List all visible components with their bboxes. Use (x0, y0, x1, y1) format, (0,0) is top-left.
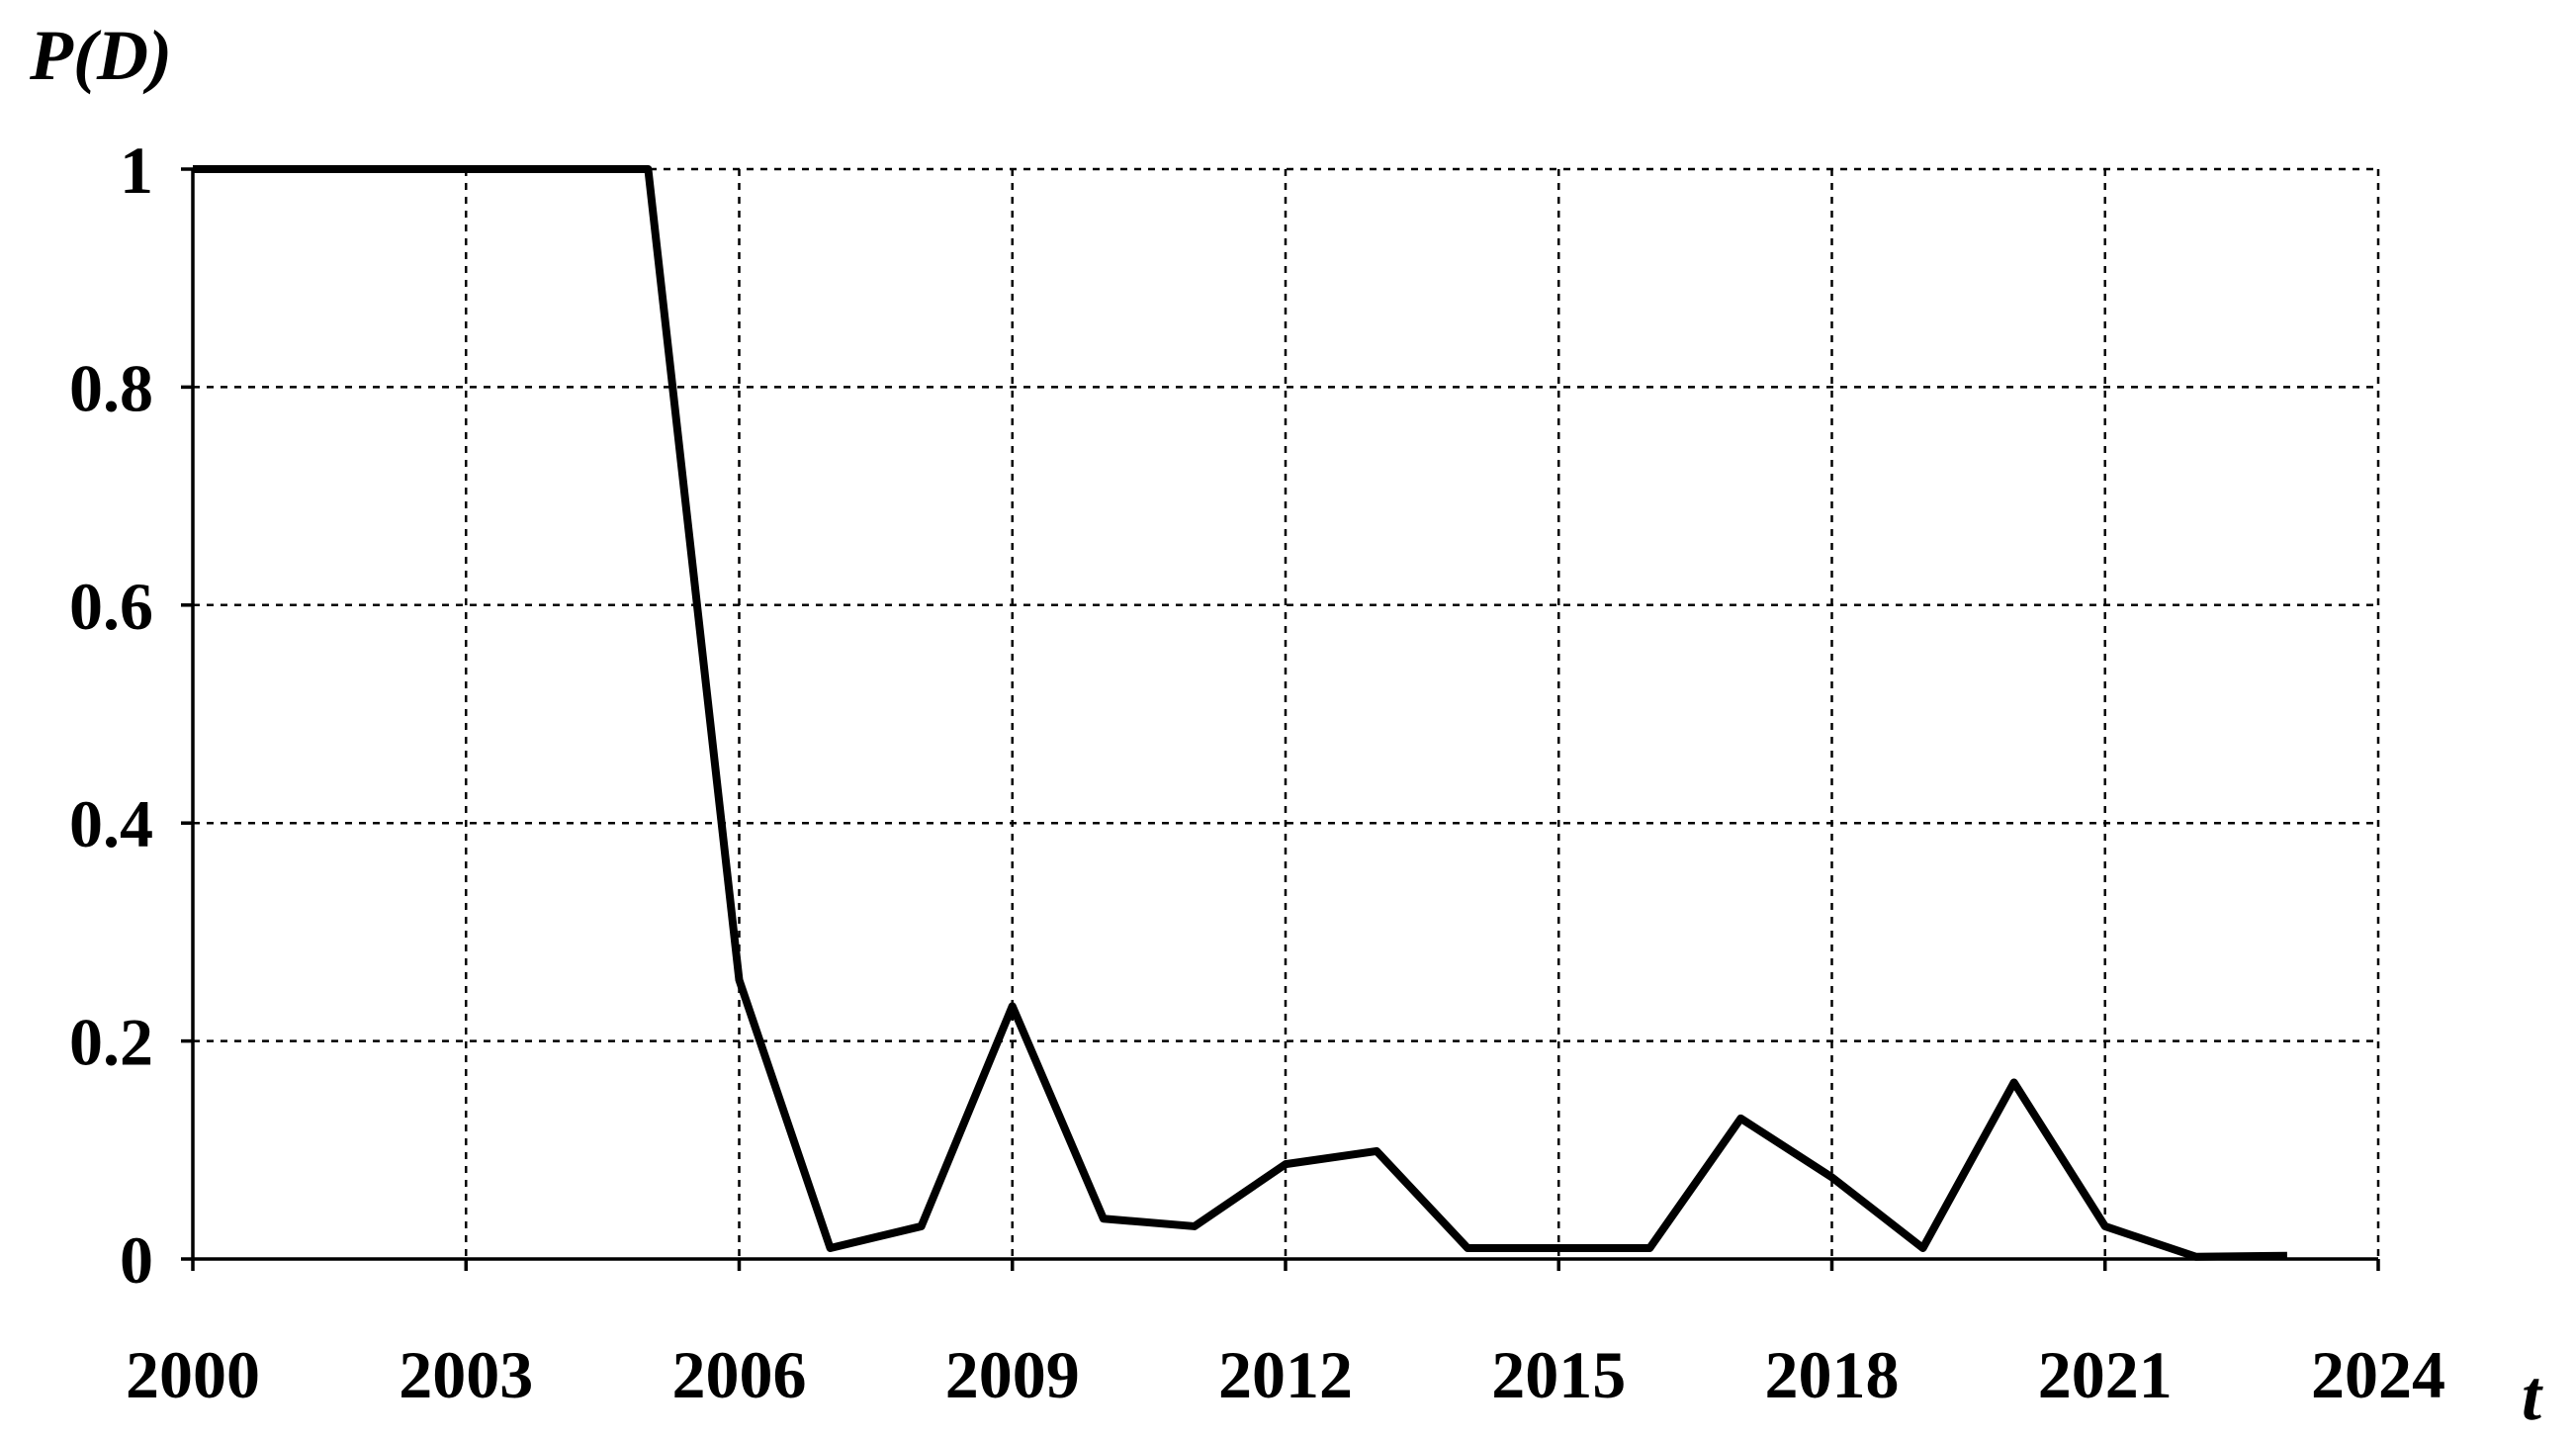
x-tick-label: 2009 (945, 1337, 1080, 1412)
x-tick-label: 2024 (2311, 1337, 2445, 1412)
x-tick-label: 2006 (672, 1337, 807, 1412)
y-tick-label: 0 (120, 1222, 153, 1298)
x-axis-label: t (2522, 1356, 2543, 1435)
y-tick-label: 0.8 (69, 350, 153, 425)
data-line (193, 165, 2287, 1261)
y-tick-label: 0.4 (69, 786, 153, 861)
x-tick-label: 2000 (126, 1337, 260, 1412)
y-axis-label: P(D) (29, 16, 172, 95)
x-tick-label: 2015 (1491, 1337, 1626, 1412)
y-tick-label: 0.2 (69, 1005, 153, 1080)
x-tick-label: 2018 (1765, 1337, 1900, 1412)
y-tick-label: 0.6 (69, 569, 153, 644)
y-tick-label: 1 (120, 133, 153, 208)
x-tick-label: 2003 (399, 1337, 533, 1412)
x-tick-label: 2021 (2038, 1337, 2173, 1412)
x-tick-label: 2012 (1218, 1337, 1353, 1412)
